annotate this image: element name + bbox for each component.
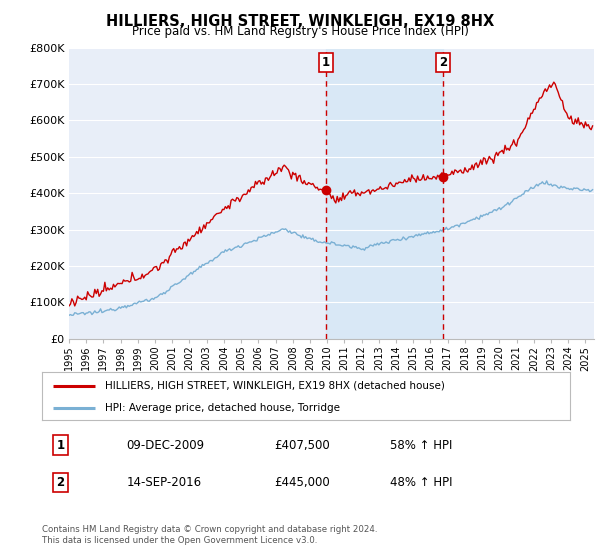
Text: HILLIERS, HIGH STREET, WINKLEIGH, EX19 8HX (detached house): HILLIERS, HIGH STREET, WINKLEIGH, EX19 8… bbox=[106, 381, 445, 391]
Text: 1: 1 bbox=[322, 55, 330, 69]
Text: 2: 2 bbox=[56, 476, 65, 489]
Text: 09-DEC-2009: 09-DEC-2009 bbox=[127, 438, 205, 452]
Text: Contains HM Land Registry data © Crown copyright and database right 2024.
This d: Contains HM Land Registry data © Crown c… bbox=[42, 525, 377, 545]
Text: 48% ↑ HPI: 48% ↑ HPI bbox=[391, 476, 453, 489]
Text: HILLIERS, HIGH STREET, WINKLEIGH, EX19 8HX: HILLIERS, HIGH STREET, WINKLEIGH, EX19 8… bbox=[106, 14, 494, 29]
Text: HPI: Average price, detached house, Torridge: HPI: Average price, detached house, Torr… bbox=[106, 403, 340, 413]
Text: £407,500: £407,500 bbox=[274, 438, 330, 452]
Text: 14-SEP-2016: 14-SEP-2016 bbox=[127, 476, 202, 489]
Bar bbox=[326, 48, 443, 339]
Text: 1: 1 bbox=[56, 438, 65, 452]
Text: £445,000: £445,000 bbox=[274, 476, 330, 489]
Text: 58% ↑ HPI: 58% ↑ HPI bbox=[391, 438, 453, 452]
Text: 2: 2 bbox=[439, 55, 447, 69]
Text: Price paid vs. HM Land Registry's House Price Index (HPI): Price paid vs. HM Land Registry's House … bbox=[131, 25, 469, 38]
